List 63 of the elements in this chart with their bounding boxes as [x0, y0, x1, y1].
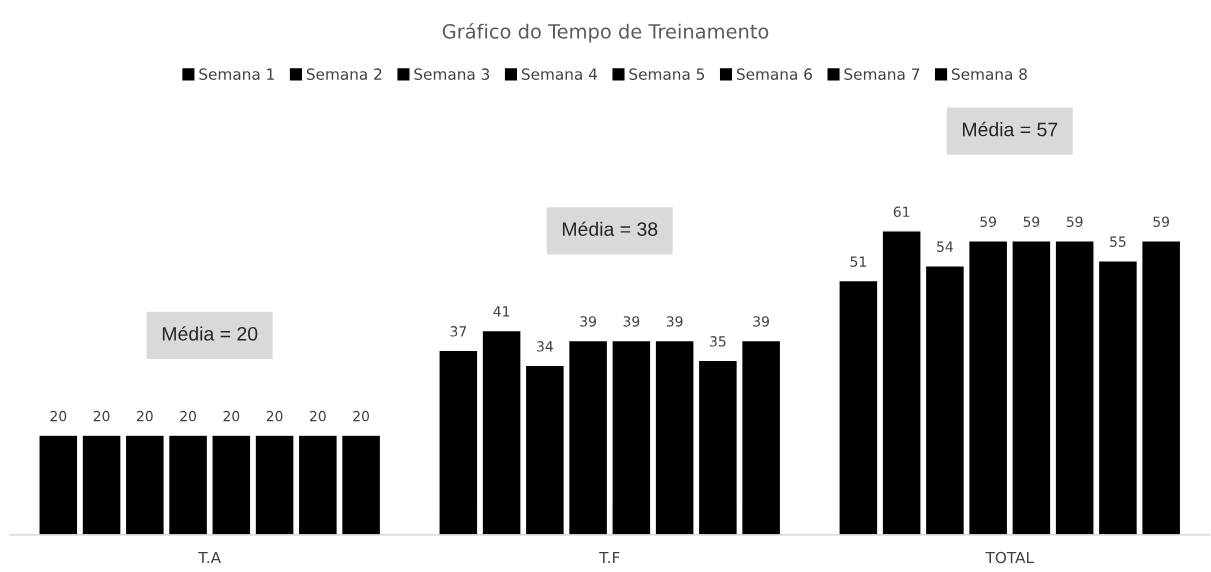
legend-label: Semana 3 — [414, 68, 490, 80]
bar — [1141, 240, 1182, 535]
bar — [297, 434, 338, 535]
legend-label: Semana 5 — [629, 68, 705, 80]
bar — [438, 349, 479, 535]
legend-label: Semana 8 — [951, 68, 1027, 80]
bar — [524, 364, 566, 535]
x-tick-label: T.A — [198, 551, 221, 564]
text: Média = 57 — [963, 121, 1058, 137]
bar — [881, 230, 922, 535]
data-label: 34 — [537, 341, 553, 352]
x-tick-label: T.F — [599, 551, 620, 564]
chart-title: Gráfico do Tempo de Treinamento — [442, 22, 769, 43]
bar — [124, 434, 165, 535]
legend-label: Semana 7 — [844, 68, 920, 80]
bar — [481, 329, 522, 535]
legend-label: Semana 2 — [306, 68, 382, 80]
x-tick-label: TOTAL — [985, 551, 1034, 564]
bar — [567, 339, 609, 535]
bar — [1011, 240, 1052, 535]
data-label: 20 — [50, 410, 67, 422]
data-label: 20 — [353, 410, 370, 422]
bar — [1097, 260, 1139, 535]
data-label: 20 — [310, 410, 326, 422]
bar — [167, 434, 209, 535]
legend-label: Semana 6 — [736, 68, 812, 80]
bar — [340, 434, 382, 535]
data-label: 61 — [893, 206, 910, 218]
bar — [654, 339, 695, 535]
bar — [740, 339, 782, 535]
data-label: 59 — [1023, 216, 1040, 227]
bar — [254, 434, 295, 535]
data-label: 20 — [93, 410, 110, 422]
bar — [211, 434, 252, 535]
bar — [697, 359, 739, 535]
data-label: 59 — [980, 216, 997, 227]
data-label: 20 — [137, 410, 153, 422]
data-label: 35 — [710, 336, 726, 347]
legend-label: Semana 4 — [521, 68, 597, 80]
bar — [967, 240, 1009, 535]
data-label: 59 — [1153, 216, 1170, 227]
bar — [924, 265, 966, 535]
bar — [611, 339, 652, 535]
data-label: 39 — [580, 316, 596, 327]
bar — [838, 279, 879, 535]
data-label: 20 — [223, 410, 240, 422]
bar — [1054, 240, 1095, 535]
data-label: 41 — [493, 306, 510, 317]
annotation: Média = 38 — [562, 221, 658, 237]
bar — [81, 434, 122, 535]
data-label: 55 — [1110, 236, 1126, 247]
data-label: 54 — [937, 241, 953, 252]
data-label: 39 — [666, 316, 683, 327]
data-label: 20 — [180, 410, 196, 422]
annotation: Média = 20 — [162, 326, 258, 341]
data-label: 39 — [753, 316, 769, 327]
data-label: 51 — [850, 256, 866, 267]
legend-label: Semana 1 — [199, 68, 274, 80]
data-label: 39 — [623, 316, 640, 327]
data-label: 20 — [266, 410, 283, 422]
bar — [38, 434, 79, 535]
data-label: 59 — [1066, 216, 1083, 227]
data-label: 37 — [450, 326, 466, 337]
